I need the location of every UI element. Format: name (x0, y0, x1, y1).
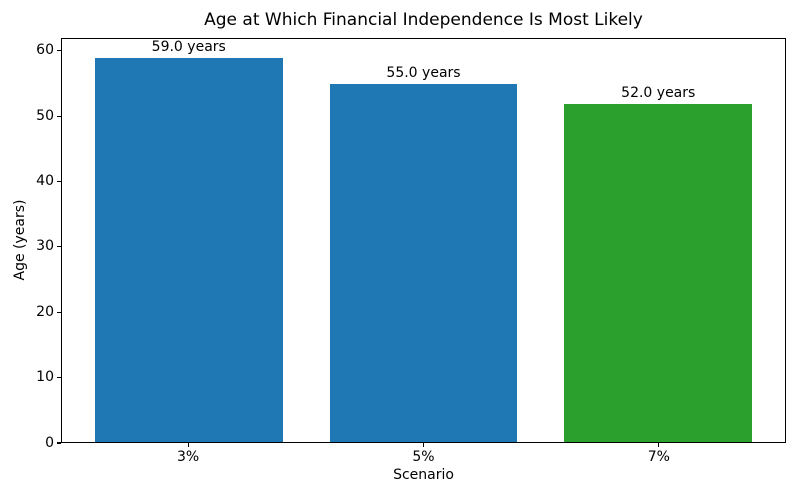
y-tick-label: 10 (36, 369, 54, 386)
x-tick-label: 5% (412, 449, 435, 465)
y-tick-mark (57, 311, 61, 313)
bar-3% (94, 58, 283, 442)
x-tick-mark (658, 443, 660, 447)
bar-value-label: 52.0 years (621, 84, 696, 101)
bar-7% (564, 103, 753, 442)
plot-area: 59.0 years 55.0 years 52.0 years (61, 38, 786, 443)
x-axis-label: Scenario (393, 467, 454, 483)
bar-value-label: 59.0 years (151, 39, 226, 56)
bar-value-label: 55.0 years (386, 65, 461, 82)
x-tick-label: 3% (177, 449, 200, 465)
y-tick-label: 0 (45, 434, 54, 451)
chart-title: Age at Which Financial Independence Is M… (204, 10, 643, 30)
x-tick-mark (422, 443, 425, 447)
y-tick-mark (57, 180, 61, 183)
y-axis-label-text: Age (years) (12, 199, 28, 281)
y-tick-mark (57, 442, 61, 444)
x-tick-label: 7% (647, 449, 670, 465)
y-tick-mark (57, 377, 61, 379)
bar-5% (329, 84, 518, 442)
y-tick-mark (57, 115, 61, 117)
y-tick-mark (57, 246, 61, 248)
y-tick-label: 20 (36, 303, 54, 320)
y-tick-label: 50 (36, 107, 54, 124)
y-axis-label: Age (years) (12, 200, 28, 281)
y-tick-label: 40 (36, 172, 54, 189)
y-tick-label: 60 (36, 42, 54, 59)
x-tick-mark (187, 443, 189, 447)
y-tick-label: 30 (36, 238, 54, 255)
y-tick-mark (57, 50, 61, 52)
